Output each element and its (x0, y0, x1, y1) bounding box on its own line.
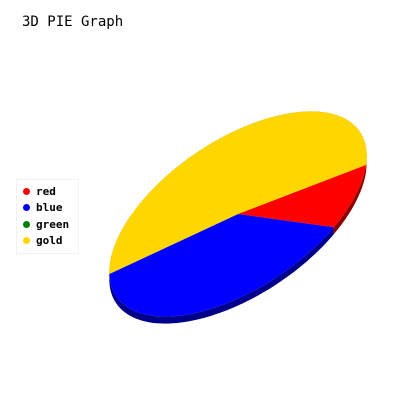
legend-label: red (36, 184, 56, 198)
legend-swatch (23, 237, 30, 244)
pie-slice-side-blue (109, 227, 334, 324)
chart-title: 3D PIE Graph (22, 14, 124, 30)
pie-top-layer (109, 111, 367, 317)
legend-label: gold (36, 234, 63, 247)
legend-item-red: red (17, 183, 56, 199)
legend-label: green (36, 217, 70, 231)
legend-item-blue: blue (17, 200, 63, 216)
pie-slice-blue (109, 214, 334, 317)
legend-label: blue (36, 201, 63, 214)
pie-slice-side-red (333, 164, 366, 235)
legend: red blue green gold (16, 179, 79, 254)
legend-swatch (23, 187, 30, 195)
legend-swatch (23, 220, 30, 228)
legend-item-gold: gold (17, 233, 63, 249)
legend-item-green: green (17, 216, 69, 232)
pie-side-layer (109, 111, 367, 324)
pie-slice-gold (109, 111, 367, 275)
pie-slice-red (238, 164, 366, 228)
legend-swatch (23, 204, 30, 211)
